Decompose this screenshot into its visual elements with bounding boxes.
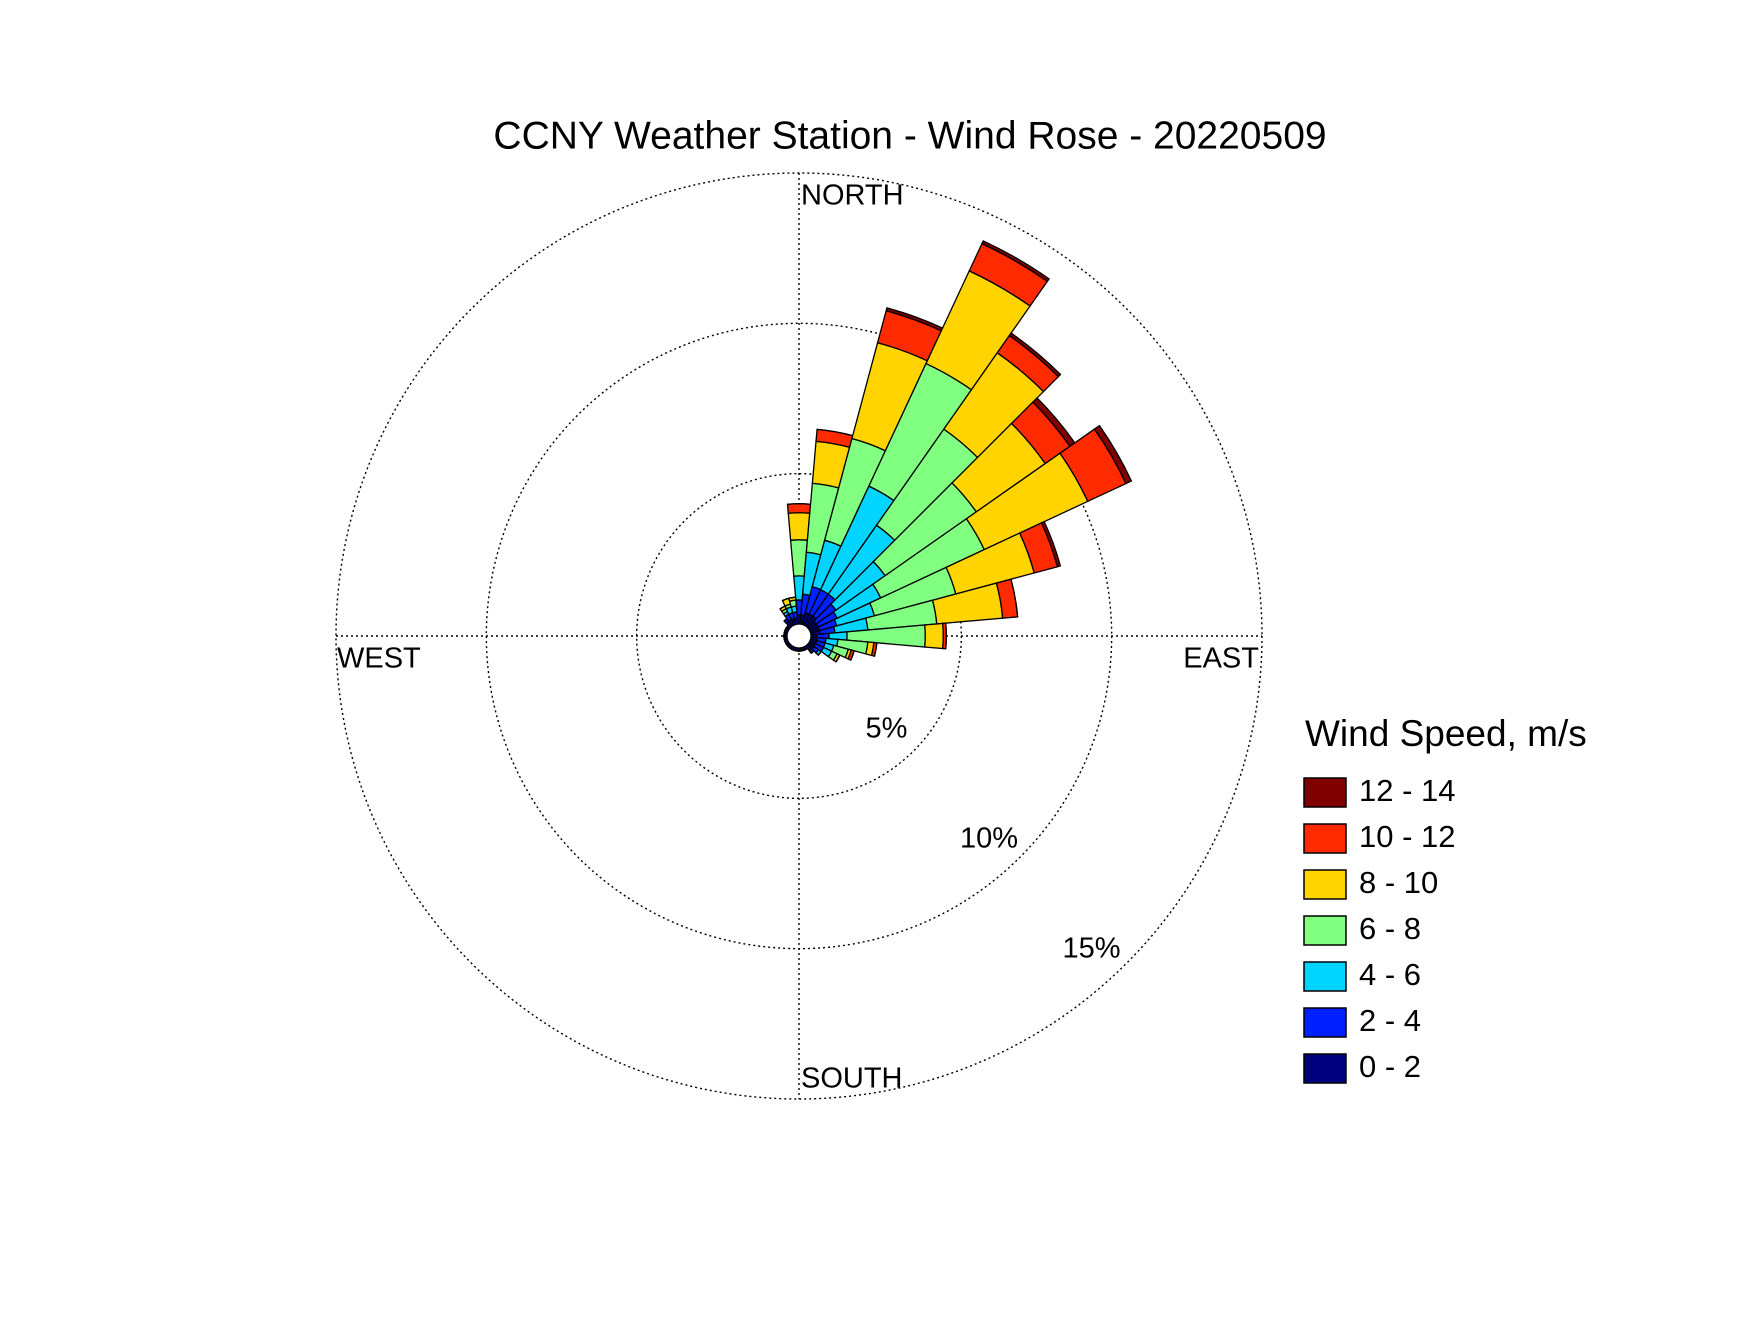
legend-swatch <box>1304 1008 1346 1037</box>
legend-label: 0 - 2 <box>1359 1049 1421 1084</box>
r-tick-label: 10% <box>960 822 1018 854</box>
bars <box>780 241 1131 662</box>
r-tick-label: 15% <box>1063 932 1121 964</box>
legend-label: 4 - 6 <box>1359 957 1421 992</box>
legend-title: Wind Speed, m/s <box>1305 713 1587 754</box>
rose-segment <box>946 623 947 649</box>
legend-label: 12 - 14 <box>1359 773 1456 808</box>
rose-segment <box>787 504 810 513</box>
legend-label: 6 - 8 <box>1359 911 1421 946</box>
legend-swatch <box>1304 916 1346 945</box>
rose-segment <box>788 513 809 540</box>
chart-title: CCNY Weather Station - Wind Rose - 20220… <box>493 114 1326 157</box>
legend-label: 2 - 4 <box>1359 1003 1421 1038</box>
legend-swatch <box>1304 870 1346 899</box>
legend-swatch <box>1304 962 1346 991</box>
legend-swatch <box>1304 1054 1346 1083</box>
legend-swatch <box>1304 778 1346 807</box>
legend-swatch <box>1304 824 1346 853</box>
center-hole <box>787 624 811 648</box>
rose-segment <box>787 504 810 505</box>
r-tick-label: 5% <box>866 713 908 745</box>
legend: 0 - 2 2 - 4 4 - 6 6 - 8 8 - 10 10 - 12 12 - 14 <box>1304 773 1456 1084</box>
rose-segment <box>925 623 944 648</box>
direction-label: SOUTH <box>801 1063 903 1095</box>
legend-label: 8 - 10 <box>1359 865 1438 900</box>
direction-label: EAST <box>1183 643 1259 675</box>
legend-label: 10 - 12 <box>1359 819 1456 854</box>
direction-label: WEST <box>337 643 421 675</box>
direction-label: NORTH <box>801 180 904 212</box>
